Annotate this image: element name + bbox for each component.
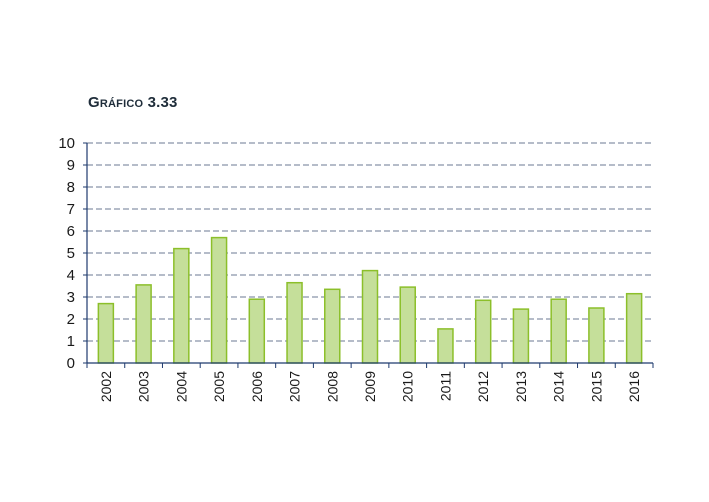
bar-2010	[399, 286, 416, 364]
x-tick-label: 2005	[211, 371, 227, 402]
x-tick-label: 2011	[437, 371, 453, 401]
y-tick-label: 7	[67, 201, 75, 218]
x-tick-label: 2002	[98, 371, 114, 402]
y-tick-label: 3	[67, 289, 75, 306]
x-tick-labels: 2002 2003 2004 2005 2006 2007 2008 2009 2010 2011…	[98, 371, 642, 402]
figure-label: Gráfico 3.33	[88, 94, 178, 111]
bar-2014	[550, 298, 567, 364]
y-tick-label: 5	[67, 245, 75, 262]
y-tick-label: 0	[67, 355, 75, 372]
bar-2003	[135, 284, 152, 364]
bar-2002	[97, 302, 115, 364]
bar-2004	[173, 247, 190, 364]
bar-2006	[248, 298, 266, 364]
x-tick-label: 2012	[475, 371, 491, 402]
bar-2013	[512, 308, 530, 364]
y-tick-label: 2	[67, 311, 75, 328]
x-tick-label: 2004	[173, 371, 189, 402]
x-tick-label: 2007	[287, 371, 303, 402]
axes	[83, 142, 654, 368]
x-tick-label: 2003	[136, 371, 152, 402]
y-tick-labels: 0 1 2 3 4 5 6 7 8 9 10	[58, 135, 75, 372]
y-tick-label: 9	[67, 157, 75, 174]
bar-2012	[474, 299, 492, 364]
x-tick-label: 2015	[588, 371, 604, 402]
x-tick-label: 2013	[513, 371, 529, 402]
bar-2008	[324, 288, 341, 364]
bar-2005	[210, 236, 228, 364]
y-tick-label: 4	[67, 267, 75, 284]
x-tick-label: 2008	[324, 371, 340, 402]
bars	[97, 236, 643, 364]
bar-2011	[437, 328, 454, 364]
y-tick-label: 10	[58, 135, 75, 152]
x-tick-label: 2006	[249, 371, 265, 402]
x-tick-label: 2009	[362, 371, 378, 402]
x-tick-label: 2016	[626, 371, 642, 402]
x-tick-label: 2014	[551, 371, 567, 402]
bar-2015	[588, 307, 605, 364]
y-tick-label: 1	[67, 333, 75, 350]
y-tick-label: 8	[67, 179, 75, 196]
bar-2007	[286, 281, 303, 364]
y-tick-label: 6	[67, 223, 75, 240]
bar-2016	[625, 292, 643, 364]
x-tick-label: 2010	[400, 371, 416, 402]
bar-2009	[361, 269, 379, 364]
